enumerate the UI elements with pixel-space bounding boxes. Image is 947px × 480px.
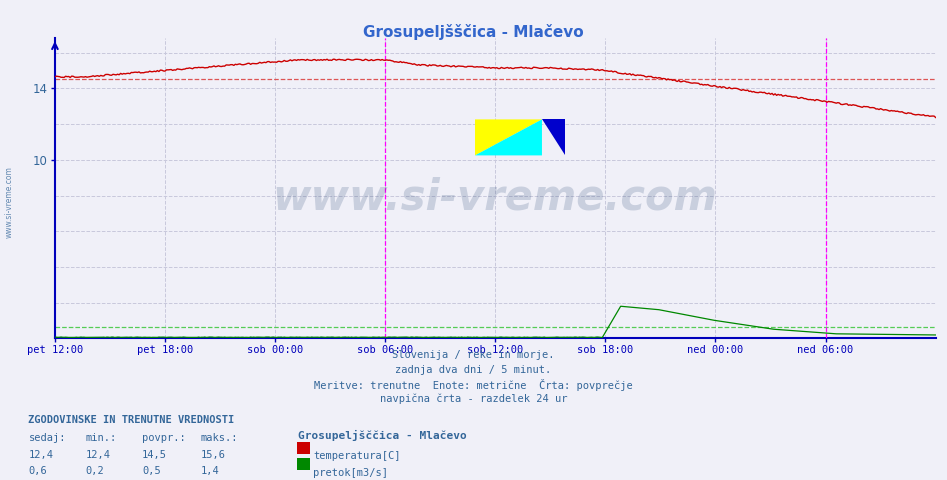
Text: 15,6: 15,6 [201, 450, 225, 460]
Text: www.si-vreme.com: www.si-vreme.com [5, 166, 14, 238]
Text: ZGODOVINSKE IN TRENUTNE VREDNOSTI: ZGODOVINSKE IN TRENUTNE VREDNOSTI [28, 415, 235, 425]
Text: 1,4: 1,4 [201, 466, 220, 476]
Text: Grosupeljšččica - Mlačevo: Grosupeljšččica - Mlačevo [298, 430, 467, 441]
Text: 12,4: 12,4 [85, 450, 110, 460]
Text: 0,5: 0,5 [142, 466, 161, 476]
Text: pretok[m3/s]: pretok[m3/s] [313, 468, 388, 478]
Text: 0,2: 0,2 [85, 466, 104, 476]
Text: Meritve: trenutne  Enote: metrične  Črta: povprečje: Meritve: trenutne Enote: metrične Črta: … [314, 379, 633, 391]
Text: povpr.:: povpr.: [142, 433, 186, 444]
Polygon shape [542, 120, 565, 156]
Text: 0,6: 0,6 [28, 466, 47, 476]
Text: Slovenija / reke in morje.: Slovenija / reke in morje. [392, 350, 555, 360]
Text: sedaj:: sedaj: [28, 433, 66, 444]
Text: maks.:: maks.: [201, 433, 239, 444]
Text: temperatura[C]: temperatura[C] [313, 451, 401, 461]
Text: min.:: min.: [85, 433, 116, 444]
Text: Grosupeljšščica - Mlačevo: Grosupeljšščica - Mlačevo [364, 24, 583, 40]
Polygon shape [475, 120, 542, 156]
Text: navpična črta - razdelek 24 ur: navpična črta - razdelek 24 ur [380, 394, 567, 404]
Text: zadnja dva dni / 5 minut.: zadnja dva dni / 5 minut. [396, 365, 551, 375]
Polygon shape [475, 120, 542, 156]
Text: www.si-vreme.com: www.si-vreme.com [273, 176, 718, 218]
Text: 14,5: 14,5 [142, 450, 167, 460]
Text: 12,4: 12,4 [28, 450, 53, 460]
